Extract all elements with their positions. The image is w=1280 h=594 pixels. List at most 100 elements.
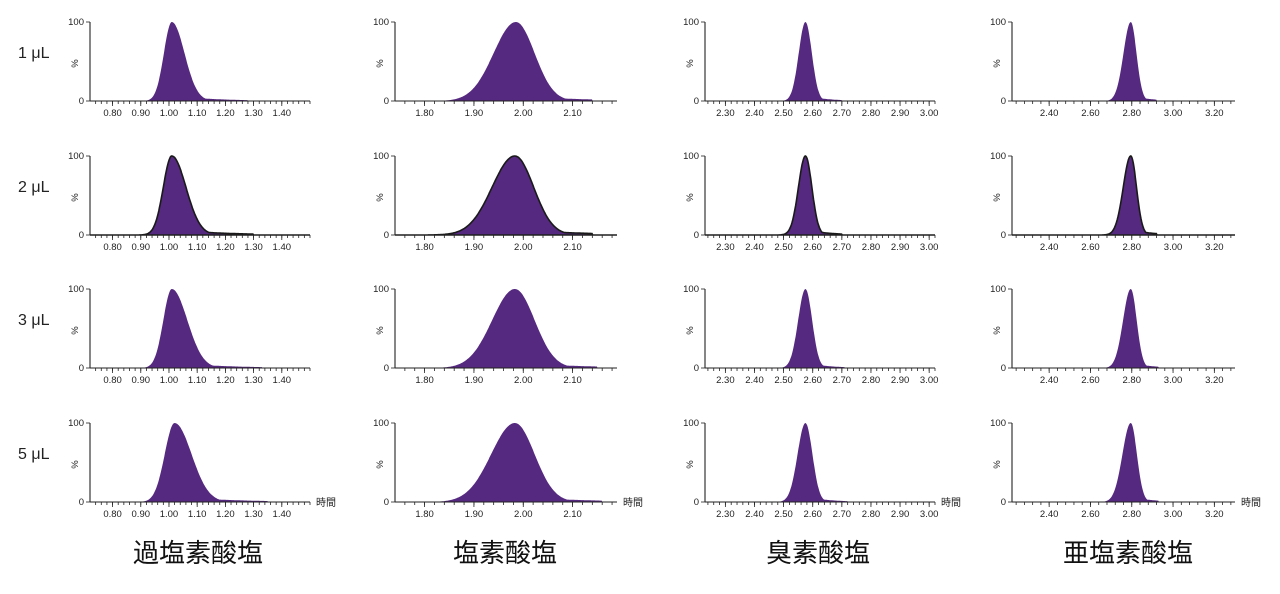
column-title: 過塩素酸塩 [133, 539, 263, 569]
y-axis-label: % [685, 59, 696, 68]
x-tick-label: 1.20 [216, 108, 235, 119]
x-tick-label: 2.40 [745, 509, 764, 520]
x-tick-label: 1.10 [188, 242, 207, 253]
y-tick-label: 100 [68, 418, 84, 429]
y-tick-label: 100 [68, 17, 84, 28]
y-axis-label: % [992, 59, 1003, 68]
peak-area [90, 155, 310, 236]
column-title: 亜塩素酸塩 [1063, 539, 1193, 569]
y-tick-label: 0 [694, 497, 699, 508]
y-axis-label: % [375, 193, 386, 202]
y-tick-label: 0 [384, 363, 389, 374]
x-tick-label: 2.30 [716, 242, 735, 253]
x-tick-label: 1.00 [160, 509, 179, 520]
peak-area [705, 155, 935, 236]
y-tick-label: 100 [990, 418, 1006, 429]
y-tick-label: 0 [1001, 497, 1006, 508]
x-axis-label: 時間 [1241, 497, 1261, 509]
x-tick-label: 2.10 [563, 242, 582, 253]
x-tick-label: 0.90 [132, 242, 151, 253]
x-tick-label: 3.00 [1164, 509, 1183, 520]
x-tick-label: 2.60 [1081, 375, 1100, 386]
x-tick-label: 2.80 [1123, 509, 1142, 520]
y-tick-label: 100 [683, 418, 699, 429]
y-axis-label: % [992, 193, 1003, 202]
x-tick-label: 1.00 [160, 108, 179, 119]
x-tick-label: 1.20 [216, 375, 235, 386]
peak-area [1012, 155, 1235, 236]
x-tick-label: 2.60 [1081, 108, 1100, 119]
y-tick-label: 100 [683, 284, 699, 295]
x-tick-label: 3.00 [920, 509, 939, 520]
x-tick-label: 3.20 [1205, 509, 1224, 520]
x-tick-label: 3.00 [1164, 108, 1183, 119]
y-tick-label: 0 [384, 230, 389, 241]
peak-area [395, 423, 617, 502]
x-tick-label: 2.70 [833, 108, 852, 119]
x-tick-label: 2.60 [803, 242, 822, 253]
x-tick-label: 1.90 [465, 242, 484, 253]
x-axis-label: 時間 [623, 497, 643, 509]
x-tick-label: 3.00 [920, 375, 939, 386]
x-tick-label: 2.60 [803, 108, 822, 119]
y-tick-label: 0 [79, 497, 84, 508]
x-tick-label: 2.10 [563, 108, 582, 119]
y-tick-label: 100 [683, 151, 699, 162]
x-tick-label: 1.90 [465, 375, 484, 386]
x-tick-label: 2.50 [774, 375, 793, 386]
x-tick-label: 1.20 [216, 509, 235, 520]
x-tick-label: 2.60 [803, 375, 822, 386]
x-tick-label: 2.80 [1123, 108, 1142, 119]
y-tick-label: 0 [1001, 96, 1006, 107]
peak-area [1012, 423, 1235, 502]
y-axis-label: % [685, 460, 696, 469]
x-tick-label: 1.90 [465, 108, 484, 119]
y-axis-label: % [992, 326, 1003, 335]
x-tick-label: 2.40 [745, 242, 764, 253]
x-tick-label: 2.60 [803, 509, 822, 520]
x-tick-label: 2.80 [862, 242, 881, 253]
x-tick-label: 2.90 [891, 242, 910, 253]
peak-area [395, 22, 617, 101]
x-tick-label: 1.10 [188, 375, 207, 386]
y-tick-label: 100 [373, 284, 389, 295]
x-tick-label: 1.00 [160, 242, 179, 253]
y-axis-label: % [375, 59, 386, 68]
x-tick-label: 3.20 [1205, 108, 1224, 119]
x-tick-label: 2.70 [833, 509, 852, 520]
row-label: 2 μL [18, 179, 50, 196]
y-tick-label: 100 [68, 284, 84, 295]
x-tick-label: 3.00 [920, 108, 939, 119]
y-tick-label: 0 [384, 497, 389, 508]
x-tick-label: 2.10 [563, 509, 582, 520]
row-label: 1 μL [18, 45, 50, 62]
y-axis-label: % [70, 326, 81, 335]
y-tick-label: 0 [384, 96, 389, 107]
y-tick-label: 0 [79, 96, 84, 107]
x-tick-label: 1.30 [244, 108, 263, 119]
y-axis-label: % [992, 460, 1003, 469]
y-tick-label: 100 [373, 418, 389, 429]
x-tick-label: 0.80 [103, 375, 122, 386]
x-tick-label: 2.90 [891, 509, 910, 520]
x-tick-label: 1.40 [273, 375, 292, 386]
y-tick-label: 100 [683, 17, 699, 28]
x-tick-label: 2.40 [1040, 242, 1059, 253]
y-tick-label: 0 [79, 230, 84, 241]
x-tick-label: 1.40 [273, 108, 292, 119]
column-title: 塩素酸塩 [453, 539, 557, 569]
x-tick-label: 2.40 [745, 375, 764, 386]
x-tick-label: 1.80 [415, 242, 434, 253]
y-axis-label: % [375, 460, 386, 469]
row-label: 5 μL [18, 446, 50, 463]
x-tick-label: 0.80 [103, 108, 122, 119]
x-tick-label: 0.90 [132, 375, 151, 386]
x-tick-label: 1.40 [273, 509, 292, 520]
peak-area [705, 289, 935, 368]
x-tick-label: 2.00 [514, 375, 533, 386]
x-tick-label: 3.00 [1164, 375, 1183, 386]
x-tick-label: 2.30 [716, 375, 735, 386]
x-tick-label: 2.80 [1123, 375, 1142, 386]
y-tick-label: 100 [990, 151, 1006, 162]
x-tick-label: 0.80 [103, 509, 122, 520]
